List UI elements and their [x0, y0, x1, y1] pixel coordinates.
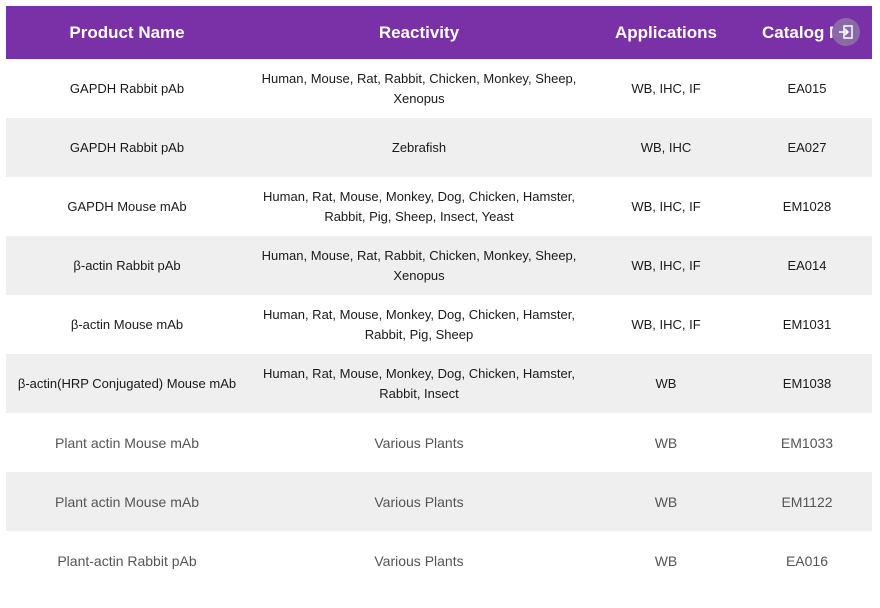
- product-name-cell: GAPDH Mouse mAb: [67, 198, 187, 214]
- catalog-cell: EA015: [787, 80, 827, 96]
- applications-cell: WB, IHC, IF: [631, 316, 701, 332]
- applications-cell: WB: [654, 493, 678, 510]
- table-row: Plant-actin Rabbit pAb Various Plants WB…: [6, 531, 872, 590]
- table-row: β-actin(HRP Conjugated) Mouse mAb Human,…: [6, 354, 872, 413]
- applications-cell: WB, IHC: [640, 139, 692, 155]
- reactivity-cell: Zebrafish: [391, 139, 447, 155]
- catalog-cell: EA027: [787, 139, 827, 155]
- catalog-cell: EA016: [785, 552, 829, 569]
- applications-cell: WB: [654, 434, 678, 451]
- product-name-cell: Plant-actin Rabbit pAb: [57, 552, 197, 569]
- exit-button[interactable]: [832, 18, 860, 46]
- header-applications: Applications: [614, 22, 717, 42]
- reactivity-cell: Human, Rat, Mouse, Monkey, Dog, Chicken,…: [263, 306, 575, 342]
- product-name-cell: GAPDH Rabbit pAb: [69, 80, 185, 96]
- applications-cell: WB, IHC, IF: [631, 198, 701, 214]
- reactivity-cell: Human, Rat, Mouse, Monkey, Dog, Chicken,…: [263, 188, 575, 224]
- table-row: GAPDH Rabbit pAb Human, Mouse, Rat, Rabb…: [6, 59, 872, 118]
- product-name-cell: β-actin Mouse mAb: [70, 316, 184, 332]
- product-name-cell: Plant actin Mouse mAb: [55, 434, 199, 451]
- exit-icon: [839, 25, 853, 39]
- reactivity-cell: Human, Rat, Mouse, Monkey, Dog, Chicken,…: [263, 365, 575, 401]
- product-table: Product Name Reactivity Applications Cat…: [6, 6, 872, 590]
- table-row: GAPDH Mouse mAb Human, Rat, Mouse, Monke…: [6, 177, 872, 236]
- reactivity-cell: Human, Mouse, Rat, Rabbit, Chicken, Monk…: [261, 247, 577, 283]
- catalog-cell: EM1031: [782, 316, 832, 332]
- table-header: Product Name Reactivity Applications Cat…: [6, 6, 872, 59]
- product-name-cell: Plant actin Mouse mAb: [55, 493, 199, 510]
- product-name-cell: GAPDH Rabbit pAb: [69, 139, 185, 155]
- table-row: Plant actin Mouse mAb Various Plants WB …: [6, 413, 872, 472]
- catalog-cell: EM1038: [782, 375, 832, 391]
- header-reactivity: Reactivity: [378, 22, 460, 42]
- reactivity-cell: Various Plants: [374, 552, 464, 569]
- catalog-cell: EM1028: [782, 198, 832, 214]
- catalog-cell: EA014: [787, 257, 827, 273]
- product-name-cell: β-actin(HRP Conjugated) Mouse mAb: [17, 375, 237, 391]
- table-row: β-actin Rabbit pAb Human, Mouse, Rat, Ra…: [6, 236, 872, 295]
- applications-cell: WB, IHC, IF: [631, 257, 701, 273]
- catalog-cell: EM1033: [780, 434, 834, 451]
- header-product-name: Product Name: [69, 22, 185, 42]
- applications-cell: WB: [654, 552, 678, 569]
- reactivity-cell: Human, Mouse, Rat, Rabbit, Chicken, Monk…: [261, 70, 577, 106]
- table-row: GAPDH Rabbit pAb Zebrafish WB, IHC EA027: [6, 118, 872, 177]
- reactivity-cell: Various Plants: [374, 434, 464, 451]
- table-row: β-actin Mouse mAb Human, Rat, Mouse, Mon…: [6, 295, 872, 354]
- table-row: Plant actin Mouse mAb Various Plants WB …: [6, 472, 872, 531]
- applications-cell: WB: [655, 375, 677, 391]
- applications-cell: WB, IHC, IF: [631, 80, 701, 96]
- catalog-cell: EM1122: [781, 493, 833, 510]
- product-name-cell: β-actin Rabbit pAb: [73, 257, 181, 273]
- reactivity-cell: Various Plants: [374, 493, 464, 510]
